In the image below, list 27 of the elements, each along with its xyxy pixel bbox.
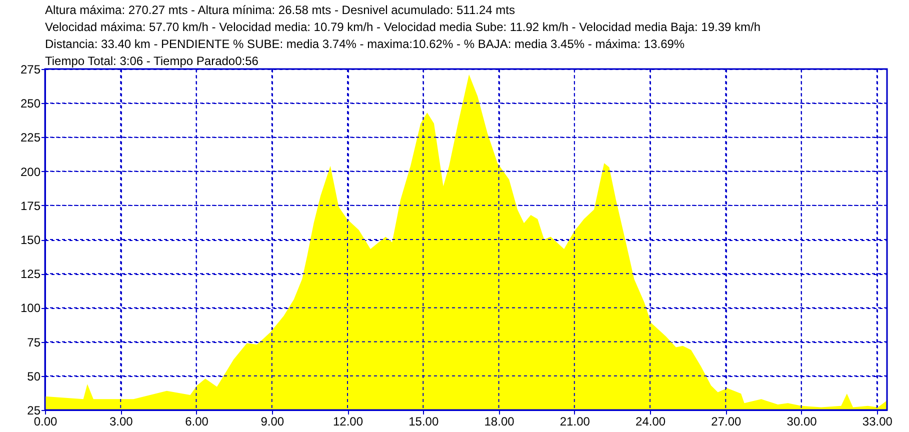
y-tick-label: 75: [27, 335, 41, 350]
x-tick-label: 9.00: [260, 414, 284, 428]
y-tick-label: 100: [20, 301, 41, 316]
x-tick-label: 3.00: [109, 414, 134, 428]
text: Altura máxima: 270.27 mts - Altura mínima: 26.58 mts - Desnivel acumulado: 511.24 mts: [45, 3, 515, 17]
x-tick-label: 15.00: [408, 414, 439, 428]
x-tick-label: 0.00: [34, 414, 58, 428]
y-tick-label: 275: [20, 62, 41, 76]
x-tick-label: 33.00: [862, 414, 893, 428]
y-tick-label: 125: [20, 267, 41, 282]
x-tick-label: 21.00: [560, 414, 590, 428]
x-tick-label: 12.00: [333, 414, 364, 428]
x-tick-label: 24.00: [636, 414, 666, 428]
y-tick-label: 150: [20, 233, 41, 247]
y-tick-label: 225: [20, 130, 41, 145]
y-tick-label: 250: [20, 96, 41, 111]
y-tick-label: 50: [27, 369, 41, 384]
y-tick-label: 175: [20, 198, 41, 213]
x-tick-label: 18.00: [484, 414, 515, 428]
x-tick-label: 6.00: [185, 414, 209, 428]
text: Tiempo Total: 3:06 - Tiempo Parado0:56: [45, 54, 259, 68]
y-tick-label: 25: [27, 404, 41, 418]
x-tick-label: 27.00: [711, 414, 742, 428]
text: Velocidad máxima: 57.70 km/h - Velocidad media: 10.79 km/h - Velocidad media Sube: 11.92 km/h - Velocidad media Baja: 19.39 km/h: [45, 20, 761, 34]
y-tick-label: 200: [20, 164, 41, 179]
x-tick-label: 30.00: [786, 414, 818, 428]
text: Distancia: 33.40 km - PENDIENTE % SUBE: media 3.74% - maxima:10.62% - % BAJA: media 3.45% - máxima: 13.69%: [45, 37, 685, 51]
